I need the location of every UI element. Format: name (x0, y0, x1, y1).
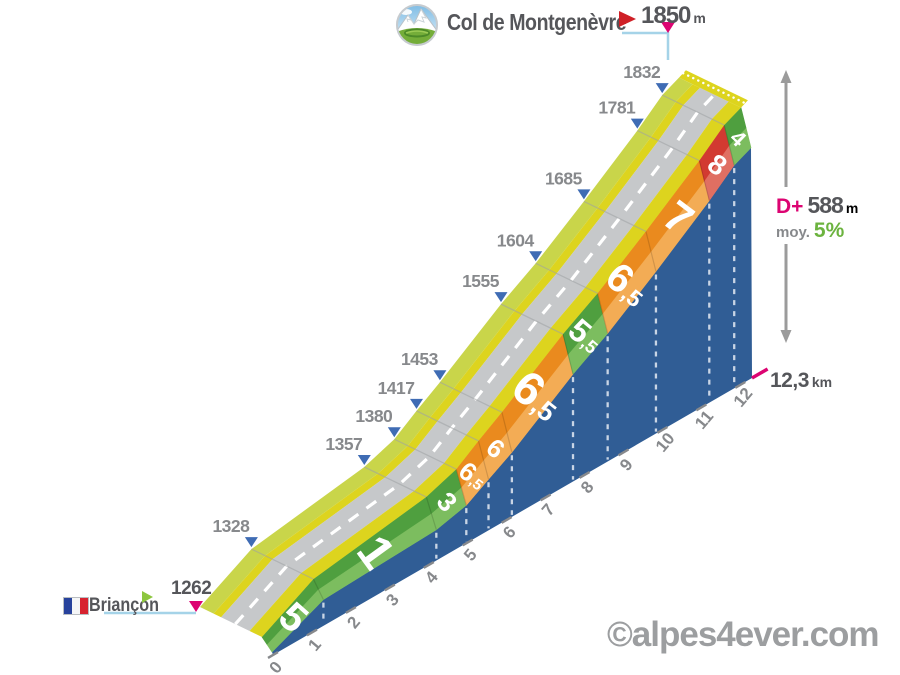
elevation-marker-label: 1832 (623, 62, 661, 82)
elevation-marker-label: 1357 (325, 434, 362, 454)
segment-boundary-seam (425, 496, 437, 530)
summit-elevation: 1850 m (641, 2, 706, 30)
elevation-marker-label: 1685 (545, 168, 583, 188)
avg-label: moy. (776, 224, 810, 241)
start-flag-icon (142, 591, 153, 603)
start-elevation-value: 1262 (171, 578, 212, 599)
road-boundary-line (583, 200, 647, 233)
elevation-marker-arrow-icon (387, 427, 401, 438)
elevation-marker-arrow-icon (529, 251, 543, 262)
km-tick (306, 628, 318, 637)
road-boundary-line (416, 410, 479, 442)
km-tick-label: 5 (460, 545, 481, 564)
summit-elevation-value: 1850 (641, 2, 691, 29)
total-distance-value: 12,3 (770, 369, 809, 392)
summit-connector-line (622, 31, 670, 60)
total-distance: 12,3 km (770, 369, 832, 393)
km-tick (734, 380, 746, 389)
elevation-marker-arrow-icon (630, 118, 644, 129)
km-tick (267, 651, 279, 659)
gain-value: 588 (807, 192, 843, 218)
elevation-marker-arrow-icon (357, 455, 371, 465)
km-tick-label: 2 (343, 613, 364, 632)
road-centerline (234, 93, 716, 626)
summit-flag-icon (619, 11, 636, 27)
km-tick-label: 9 (616, 455, 637, 474)
km-tick (656, 425, 669, 434)
km-tick-label: 6 (499, 523, 520, 542)
km-tick-label: 0 (265, 658, 286, 675)
segment-boundary-seam (501, 412, 513, 453)
road-surface-stripe (200, 77, 693, 614)
km-tick (345, 606, 357, 614)
road-surface-stripe (221, 87, 729, 632)
road-boundary-line (439, 381, 503, 413)
elevation-marker-arrow-icon (494, 292, 508, 303)
road-boundary-line (251, 548, 314, 580)
km-tick (695, 403, 707, 412)
km-tick (501, 516, 513, 524)
km-tick (539, 493, 552, 502)
summit-elevation-unit: m (693, 10, 706, 26)
elevation-marker-label: 1555 (462, 271, 500, 291)
km-tick-label: 1 (304, 635, 325, 654)
km-tick (617, 448, 630, 457)
elevation-marker-arrow-icon (433, 370, 447, 381)
segment-boundary-seam (723, 124, 735, 166)
profile-blue-face (272, 147, 752, 655)
mountain-badge-icon (394, 2, 440, 48)
distance-end-tick (751, 367, 769, 380)
road-surface-stripe (249, 101, 741, 638)
segment-boundary-seam (312, 578, 324, 600)
km-tick-label: 4 (421, 567, 442, 587)
road-boundary-line (394, 438, 457, 470)
segment-boundary-seam (562, 333, 574, 375)
segment-boundary-seam (698, 160, 710, 201)
segment-boundary-seam (597, 293, 609, 334)
climb-stats: D+ 588 m moy. 5% (776, 192, 858, 243)
elevation-marker-label: 1417 (378, 378, 415, 398)
start-marker-icon (189, 601, 203, 612)
road-boundary-line (364, 466, 427, 498)
elevation-marker-arrow-icon (244, 537, 258, 548)
elevation-marker-label: 1604 (497, 230, 535, 250)
road-boundary-line (637, 129, 700, 162)
start-town-label: Briançon (89, 595, 160, 616)
km-tick-label: 8 (577, 478, 598, 497)
km-tick-label: 7 (538, 500, 559, 519)
segment-boundary-seam (477, 440, 490, 480)
france-flag-icon (63, 597, 89, 615)
summit-cap-dotted-line (681, 72, 747, 105)
road-boundary-line (661, 94, 725, 126)
gradient-segment-light (729, 127, 752, 166)
elevation-marker-label: 1781 (598, 98, 636, 118)
climb-title: Col de Montgenèvre (447, 9, 627, 35)
watermark: ©alpes4ever.com (607, 615, 880, 654)
km-tick (423, 561, 435, 569)
avg-value: 5% (813, 219, 845, 242)
segment-boundary-seam (645, 231, 657, 272)
elevation-gain-arrow-head-up-icon (780, 70, 792, 83)
road-boundary-line (535, 262, 598, 294)
segment-boundary-seam (455, 469, 467, 506)
gain-label: D+ (776, 195, 804, 218)
km-tick-label: 3 (382, 590, 403, 609)
elevation-marker-label: 1453 (401, 349, 439, 369)
gain-unit: m (845, 200, 859, 216)
summit-marker-icon (661, 22, 675, 33)
road-boundary-line (500, 303, 564, 335)
elevation-marker-label: 1380 (355, 406, 393, 426)
elevation-marker-arrow-icon (410, 398, 423, 409)
elevation-marker-arrow-icon (655, 83, 669, 94)
elevation-gain-arrow-head-down-icon (780, 330, 792, 343)
elevation-marker-arrow-icon (577, 189, 591, 200)
km-tick (384, 583, 396, 592)
elevation-marker-label: 1328 (212, 516, 250, 536)
km-tick (462, 538, 474, 547)
total-distance-unit: km (811, 374, 833, 390)
km-tick (578, 470, 591, 479)
